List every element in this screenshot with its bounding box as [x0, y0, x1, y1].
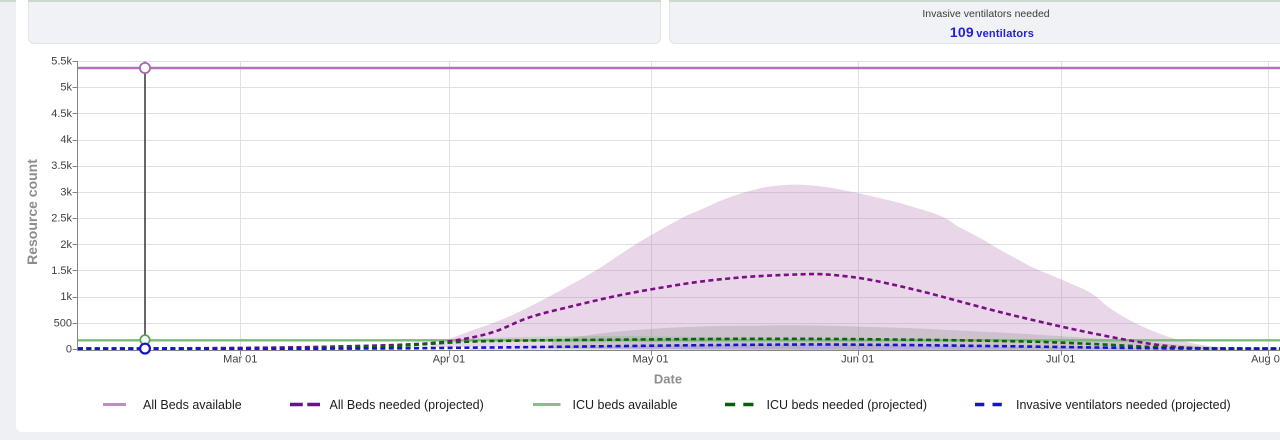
svg-text:Resource count: Resource count [24, 159, 40, 265]
svg-text:Date: Date [654, 372, 682, 387]
svg-text:Aug 01: Aug 01 [1251, 353, 1280, 365]
svg-text:Jul 01: Jul 01 [1046, 353, 1075, 365]
svg-text:Mar 01: Mar 01 [223, 353, 257, 365]
svg-text:2.5k: 2.5k [51, 213, 72, 225]
svg-text:4k: 4k [60, 134, 72, 146]
svg-text:3.5k: 3.5k [51, 160, 72, 172]
svg-text:Invasive ventilators needed (p: Invasive ventilators needed (projected) [1016, 398, 1231, 412]
svg-text:0: 0 [66, 344, 72, 356]
svg-text:ICU beds needed (projected): ICU beds needed (projected) [767, 398, 928, 412]
svg-text:2k: 2k [60, 239, 72, 251]
svg-text:4.5k: 4.5k [51, 108, 72, 120]
svg-text:Apr 01: Apr 01 [433, 353, 465, 365]
svg-text:3k: 3k [60, 186, 72, 198]
svg-text:1.5k: 1.5k [51, 265, 72, 277]
svg-text:ICU beds available: ICU beds available [573, 398, 678, 412]
svg-text:5.5k: 5.5k [51, 56, 72, 68]
svg-text:5k: 5k [60, 82, 72, 94]
svg-text:All Beds available: All Beds available [143, 398, 242, 412]
svg-text:1k: 1k [60, 291, 72, 303]
svg-text:Jun 01: Jun 01 [841, 353, 874, 365]
svg-text:May 01: May 01 [633, 353, 669, 365]
svg-text:500: 500 [54, 317, 72, 329]
svg-text:All Beds needed (projected): All Beds needed (projected) [330, 398, 484, 412]
